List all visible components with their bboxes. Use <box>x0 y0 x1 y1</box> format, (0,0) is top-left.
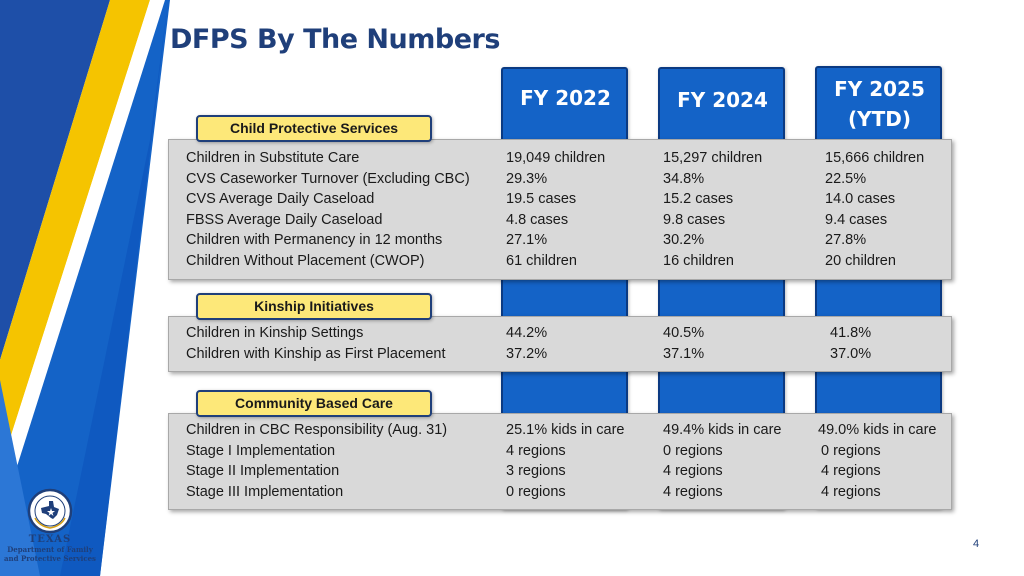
value-cell: 4 regions <box>821 483 881 500</box>
row-label: Children with Permanency in 12 months <box>186 232 443 248</box>
kinship-row-labels: Children in Kinship Settings Children wi… <box>186 323 446 364</box>
decorative-stripes <box>0 0 170 576</box>
cps-fy2025-values: 15,666 children 22.5% 14.0 cases 9.4 cas… <box>825 148 924 271</box>
value-cell: 29.3% <box>506 170 548 187</box>
row-label: Stage II Implementation <box>186 463 340 479</box>
cps-fy2024-values: 15,297 children 34.8% 15.2 cases 9.8 cas… <box>663 148 762 271</box>
section-tab-child-protective-services: Child Protective Services <box>196 115 432 142</box>
value-cell: 20 children <box>825 252 896 269</box>
value-cell: 4 regions <box>663 463 723 479</box>
row-label: Children Without Placement (CWOP) <box>186 252 425 269</box>
column-header-fy2024: FY 2024 <box>677 88 768 112</box>
panel-community-based-care <box>168 413 952 510</box>
value-cell: 19.5 cases <box>506 191 577 207</box>
value-cell: 14.0 cases <box>825 191 896 207</box>
value-cell: 19,049 children <box>506 150 606 166</box>
row-label: Children with Kinship as First Placement <box>186 345 446 362</box>
logo-line-2: and Protective Services <box>4 554 96 563</box>
row-label: Children in CBC Responsibility (Aug. 31) <box>186 422 448 438</box>
cbc-fy2025-values: 49.0% kids in care 0 regions 4 regions 4… <box>818 420 936 502</box>
kinship-fy2022-values: 44.2% 37.2% <box>506 323 547 364</box>
value-cell: 9.8 cases <box>663 211 726 228</box>
value-cell: 49.4% kids in care <box>663 422 782 438</box>
value-cell: 40.5% <box>663 325 705 341</box>
row-label: Children in Kinship Settings <box>186 325 364 341</box>
row-label: Stage III Implementation <box>186 483 344 500</box>
value-cell: 37.2% <box>506 345 548 362</box>
cbc-row-labels: Children in CBC Responsibility (Aug. 31)… <box>186 420 447 502</box>
value-cell: 25.1% kids in care <box>506 422 625 438</box>
row-label: CVS Average Daily Caseload <box>186 191 375 207</box>
dfps-seal-icon <box>27 488 73 534</box>
column-header-fy2022: FY 2022 <box>520 86 611 110</box>
value-cell: 61 children <box>506 252 577 269</box>
cbc-fy2022-values: 25.1% kids in care 4 regions 3 regions 0… <box>506 420 624 502</box>
value-cell: 30.2% <box>663 232 705 248</box>
logo-state-text: TEXAS <box>28 534 72 545</box>
value-cell: 37.0% <box>830 345 872 362</box>
value-cell: 4.8 cases <box>506 211 569 228</box>
value-cell: 9.4 cases <box>825 211 888 228</box>
value-cell: 0 regions <box>506 483 566 500</box>
row-label: Stage I Implementation <box>186 442 336 459</box>
row-label: FBSS Average Daily Caseload <box>186 211 383 228</box>
cps-fy2022-values: 19,049 children 29.3% 19.5 cases 4.8 cas… <box>506 148 605 271</box>
value-cell: 22.5% <box>825 170 867 187</box>
value-cell: 4 regions <box>821 463 881 479</box>
value-cell: 27.8% <box>825 232 867 248</box>
row-label: CVS Caseworker Turnover (Excluding CBC) <box>186 170 470 187</box>
page-number: 4 <box>972 538 980 550</box>
value-cell: 15,297 children <box>663 150 763 166</box>
value-cell: 41.8% <box>830 325 872 341</box>
section-tab-kinship-initiatives: Kinship Initiatives <box>196 293 432 320</box>
cbc-fy2024-values: 49.4% kids in care 0 regions 4 regions 4… <box>663 420 781 502</box>
panel-child-protective-services <box>168 139 952 280</box>
section-tab-community-based-care: Community Based Care <box>196 390 432 417</box>
value-cell: 15.2 cases <box>663 191 734 207</box>
dfps-logo: TEXAS Department of Family and Protectiv… <box>4 488 96 568</box>
value-cell: 0 regions <box>821 442 881 459</box>
kinship-fy2025-values: 41.8% 37.0% <box>830 323 871 364</box>
value-cell: 34.8% <box>663 170 705 187</box>
kinship-fy2024-values: 40.5% 37.1% <box>663 323 704 364</box>
value-cell: 49.0% kids in care <box>818 422 937 438</box>
page-title: DFPS By The Numbers <box>170 24 500 55</box>
logo-line-1: Department of Family <box>7 545 93 554</box>
cps-row-labels: Children in Substitute Care CVS Casework… <box>186 148 470 271</box>
value-cell: 27.1% <box>506 232 548 248</box>
value-cell: 44.2% <box>506 325 548 341</box>
value-cell: 4 regions <box>506 442 566 459</box>
value-cell: 3 regions <box>506 463 566 479</box>
row-label: Children in Substitute Care <box>186 150 360 166</box>
value-cell: 15,666 children <box>825 150 925 166</box>
column-header-fy2025: FY 2025 <box>834 77 925 101</box>
value-cell: 0 regions <box>663 442 723 459</box>
panel-kinship-initiatives <box>168 316 952 372</box>
value-cell: 37.1% <box>663 345 705 362</box>
column-header-ytd: (YTD) <box>847 107 911 131</box>
value-cell: 4 regions <box>663 483 723 500</box>
value-cell: 16 children <box>663 252 734 269</box>
